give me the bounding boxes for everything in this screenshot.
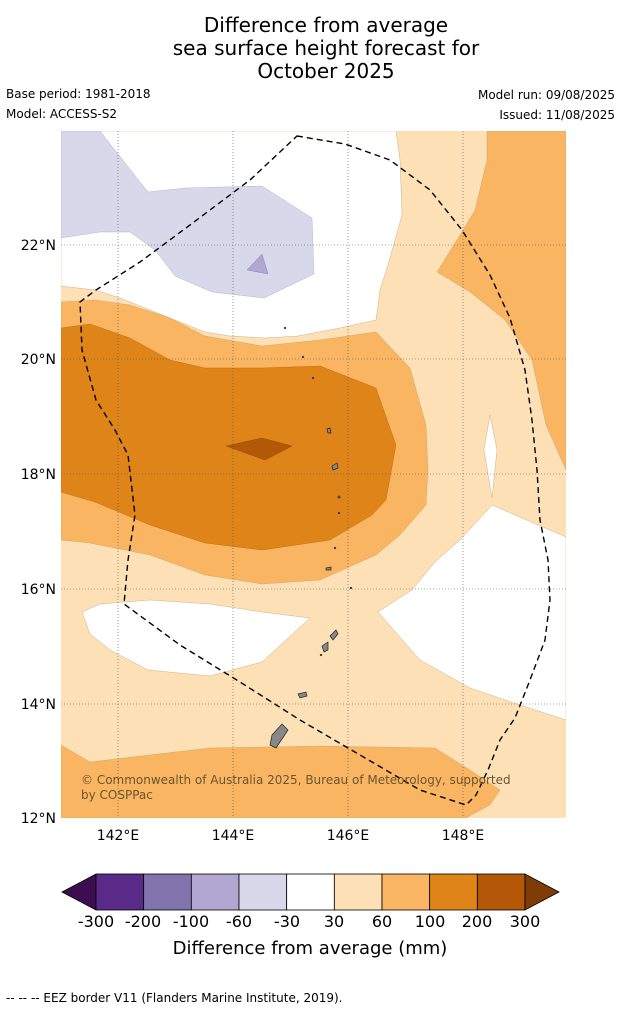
contour-neutral-sliver xyxy=(483,414,498,499)
lat-tick: 20°N xyxy=(21,352,56,368)
lat-tick: 16°N xyxy=(21,582,56,598)
lat-axis: 22°N 20°N 18°N 16°N 14°N 12°N xyxy=(21,238,56,827)
lon-tick: 144°E xyxy=(212,828,255,844)
model-run-label: Model run: 09/08/2025 xyxy=(477,88,615,102)
contour-60-100-east xyxy=(436,131,566,471)
colorbar-extend-low xyxy=(61,873,97,911)
saipan-island xyxy=(329,629,339,641)
copyright-line-2: by COSPPac xyxy=(81,788,153,802)
contour-negative-60-100 xyxy=(246,253,269,275)
lon-axis: 142°E 144°E 146°E 148°E xyxy=(97,828,485,844)
contour-negative-30-60 xyxy=(61,131,315,299)
colorbar-segment xyxy=(429,873,478,911)
copyright-line-1: © Commonwealth of Australia 2025, Bureau… xyxy=(81,773,511,787)
footnote: -- -- -- EEZ border V11 (Flanders Marine… xyxy=(6,991,343,1005)
map-title: Difference from average sea surface heig… xyxy=(0,14,621,83)
rota-island xyxy=(297,691,308,699)
lat-tick: 18°N xyxy=(21,467,56,483)
colorbar-segment xyxy=(95,873,145,911)
colorbar-tick: 60 xyxy=(372,912,392,931)
colorbar-tick: 30 xyxy=(324,912,344,931)
colorbar-tick: -100 xyxy=(173,912,209,931)
colorbar-tick: -300 xyxy=(78,912,114,931)
colorbar-extend-high xyxy=(524,873,560,911)
colorbar-tick: 300 xyxy=(510,912,541,931)
contour-neutral-east xyxy=(377,504,566,721)
lon-tick: 148°E xyxy=(442,828,485,844)
lat-tick: 14°N xyxy=(21,697,56,713)
colorbar-tick: 200 xyxy=(462,912,493,931)
colorbar-tick: 100 xyxy=(415,912,446,931)
colorbar-segment xyxy=(286,873,335,911)
contour-neutral-south xyxy=(81,599,311,677)
colorbar-segment xyxy=(143,873,192,911)
colorbar-segment xyxy=(238,873,288,911)
title-line-3: October 2025 xyxy=(257,59,395,83)
colorbar-tick: -30 xyxy=(274,912,300,931)
colorbar-ticks: -300 -200 -100 -60 -30 30 60 100 200 300 xyxy=(78,912,540,931)
graticule xyxy=(61,131,566,818)
issued-label: Issued: 11/08/2025 xyxy=(499,108,615,122)
contour-60-100-south xyxy=(61,744,501,818)
colorbar-segment xyxy=(381,873,431,911)
colorbar-label: Difference from average (mm) xyxy=(173,938,448,959)
title-line-1: Difference from average xyxy=(203,13,449,37)
tinian-island xyxy=(321,641,329,653)
contour-100-200 xyxy=(61,323,397,551)
contour-map: © Commonwealth of Australia 2025, Bureau… xyxy=(61,131,566,818)
eez-border xyxy=(79,135,551,806)
colorbar-segment xyxy=(333,873,383,911)
lat-tick: 22°N xyxy=(21,238,56,254)
base-period-label: Base period: 1981-2018 xyxy=(6,87,151,101)
lat-tick: 12°N xyxy=(21,811,56,827)
title-line-2: sea surface height forecast for xyxy=(172,36,480,60)
colorbar-tick: -200 xyxy=(125,912,161,931)
model-label: Model: ACCESS-S2 xyxy=(6,107,118,121)
colorbar xyxy=(61,873,560,911)
colorbar-tick: -60 xyxy=(226,912,252,931)
mariana-islands xyxy=(269,326,353,749)
contour-200-300 xyxy=(225,437,293,461)
guam-island xyxy=(269,723,289,749)
lon-tick: 146°E xyxy=(327,828,370,844)
colorbar-segment xyxy=(476,873,526,911)
colorbar-segment xyxy=(190,873,240,911)
lon-tick: 142°E xyxy=(97,828,140,844)
